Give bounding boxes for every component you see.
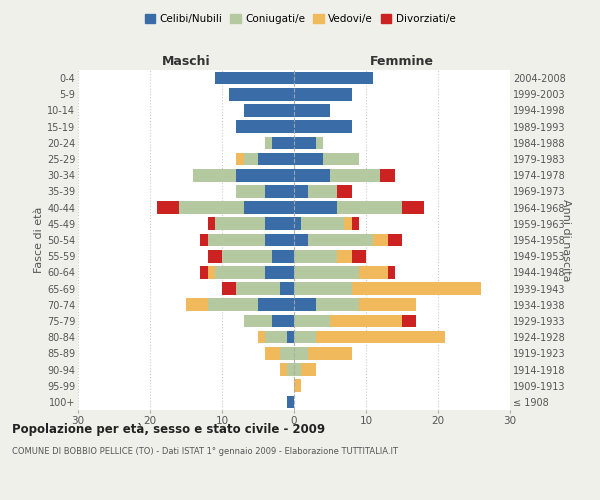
Bar [280,282,294,295]
Bar [308,234,373,246]
Bar [308,347,352,360]
Bar [337,202,402,214]
Bar [200,266,208,278]
Bar [402,314,416,328]
Bar [236,282,280,295]
Bar [294,363,301,376]
Bar [265,234,294,246]
Bar [236,169,294,181]
Bar [287,396,294,408]
Bar [294,104,330,117]
Bar [244,202,294,214]
Bar [179,202,244,214]
Bar [215,218,265,230]
Bar [244,104,294,117]
Bar [402,202,424,214]
Bar [272,314,294,328]
Bar [265,347,280,360]
Bar [294,298,316,311]
Bar [294,202,337,214]
Bar [337,185,352,198]
Bar [265,218,294,230]
Bar [208,234,265,246]
Bar [244,314,272,328]
Bar [258,331,265,344]
Bar [200,234,208,246]
Bar [301,218,344,230]
Bar [265,136,272,149]
Y-axis label: Anni di nascita: Anni di nascita [561,198,571,281]
Bar [272,250,294,262]
Bar [294,169,330,181]
Bar [388,234,402,246]
Text: Maschi: Maschi [161,56,211,68]
Bar [352,250,366,262]
Bar [265,185,294,198]
Bar [294,266,359,278]
Bar [294,185,308,198]
Bar [280,363,287,376]
Bar [287,363,294,376]
Bar [208,218,215,230]
Bar [294,218,301,230]
Bar [294,250,337,262]
Bar [373,234,388,246]
Bar [244,152,258,166]
Bar [294,282,352,295]
Bar [294,331,316,344]
Bar [359,298,416,311]
Bar [294,88,352,101]
Bar [294,120,352,133]
Bar [258,298,294,311]
Bar [308,185,337,198]
Bar [294,347,308,360]
Bar [294,72,373,85]
Bar [229,88,294,101]
Bar [157,202,179,214]
Bar [352,282,481,295]
Bar [208,266,215,278]
Bar [344,218,352,230]
Bar [301,363,316,376]
Bar [280,347,294,360]
Bar [215,72,294,85]
Bar [323,152,359,166]
Bar [316,331,445,344]
Bar [294,314,330,328]
Bar [186,298,208,311]
Bar [222,282,236,295]
Bar [258,152,294,166]
Bar [222,250,272,262]
Text: Femmine: Femmine [370,56,434,68]
Bar [236,120,294,133]
Bar [208,298,258,311]
Bar [337,250,352,262]
Bar [287,331,294,344]
Bar [236,152,244,166]
Bar [215,266,265,278]
Bar [236,185,265,198]
Bar [352,218,359,230]
Bar [294,152,323,166]
Y-axis label: Fasce di età: Fasce di età [34,207,44,273]
Bar [330,314,402,328]
Bar [316,136,323,149]
Bar [193,169,236,181]
Bar [265,331,287,344]
Bar [330,169,380,181]
Bar [265,266,294,278]
Bar [388,266,395,278]
Bar [294,136,316,149]
Bar [272,136,294,149]
Bar [359,266,388,278]
Bar [294,380,301,392]
Bar [294,234,308,246]
Bar [316,298,359,311]
Bar [208,250,222,262]
Bar [380,169,395,181]
Text: Popolazione per età, sesso e stato civile - 2009: Popolazione per età, sesso e stato civil… [12,422,325,436]
Text: COMUNE DI BOBBIO PELLICE (TO) - Dati ISTAT 1° gennaio 2009 - Elaborazione TUTTIT: COMUNE DI BOBBIO PELLICE (TO) - Dati IST… [12,448,398,456]
Legend: Celibi/Nubili, Coniugati/e, Vedovi/e, Divorziati/e: Celibi/Nubili, Coniugati/e, Vedovi/e, Di… [140,10,460,29]
